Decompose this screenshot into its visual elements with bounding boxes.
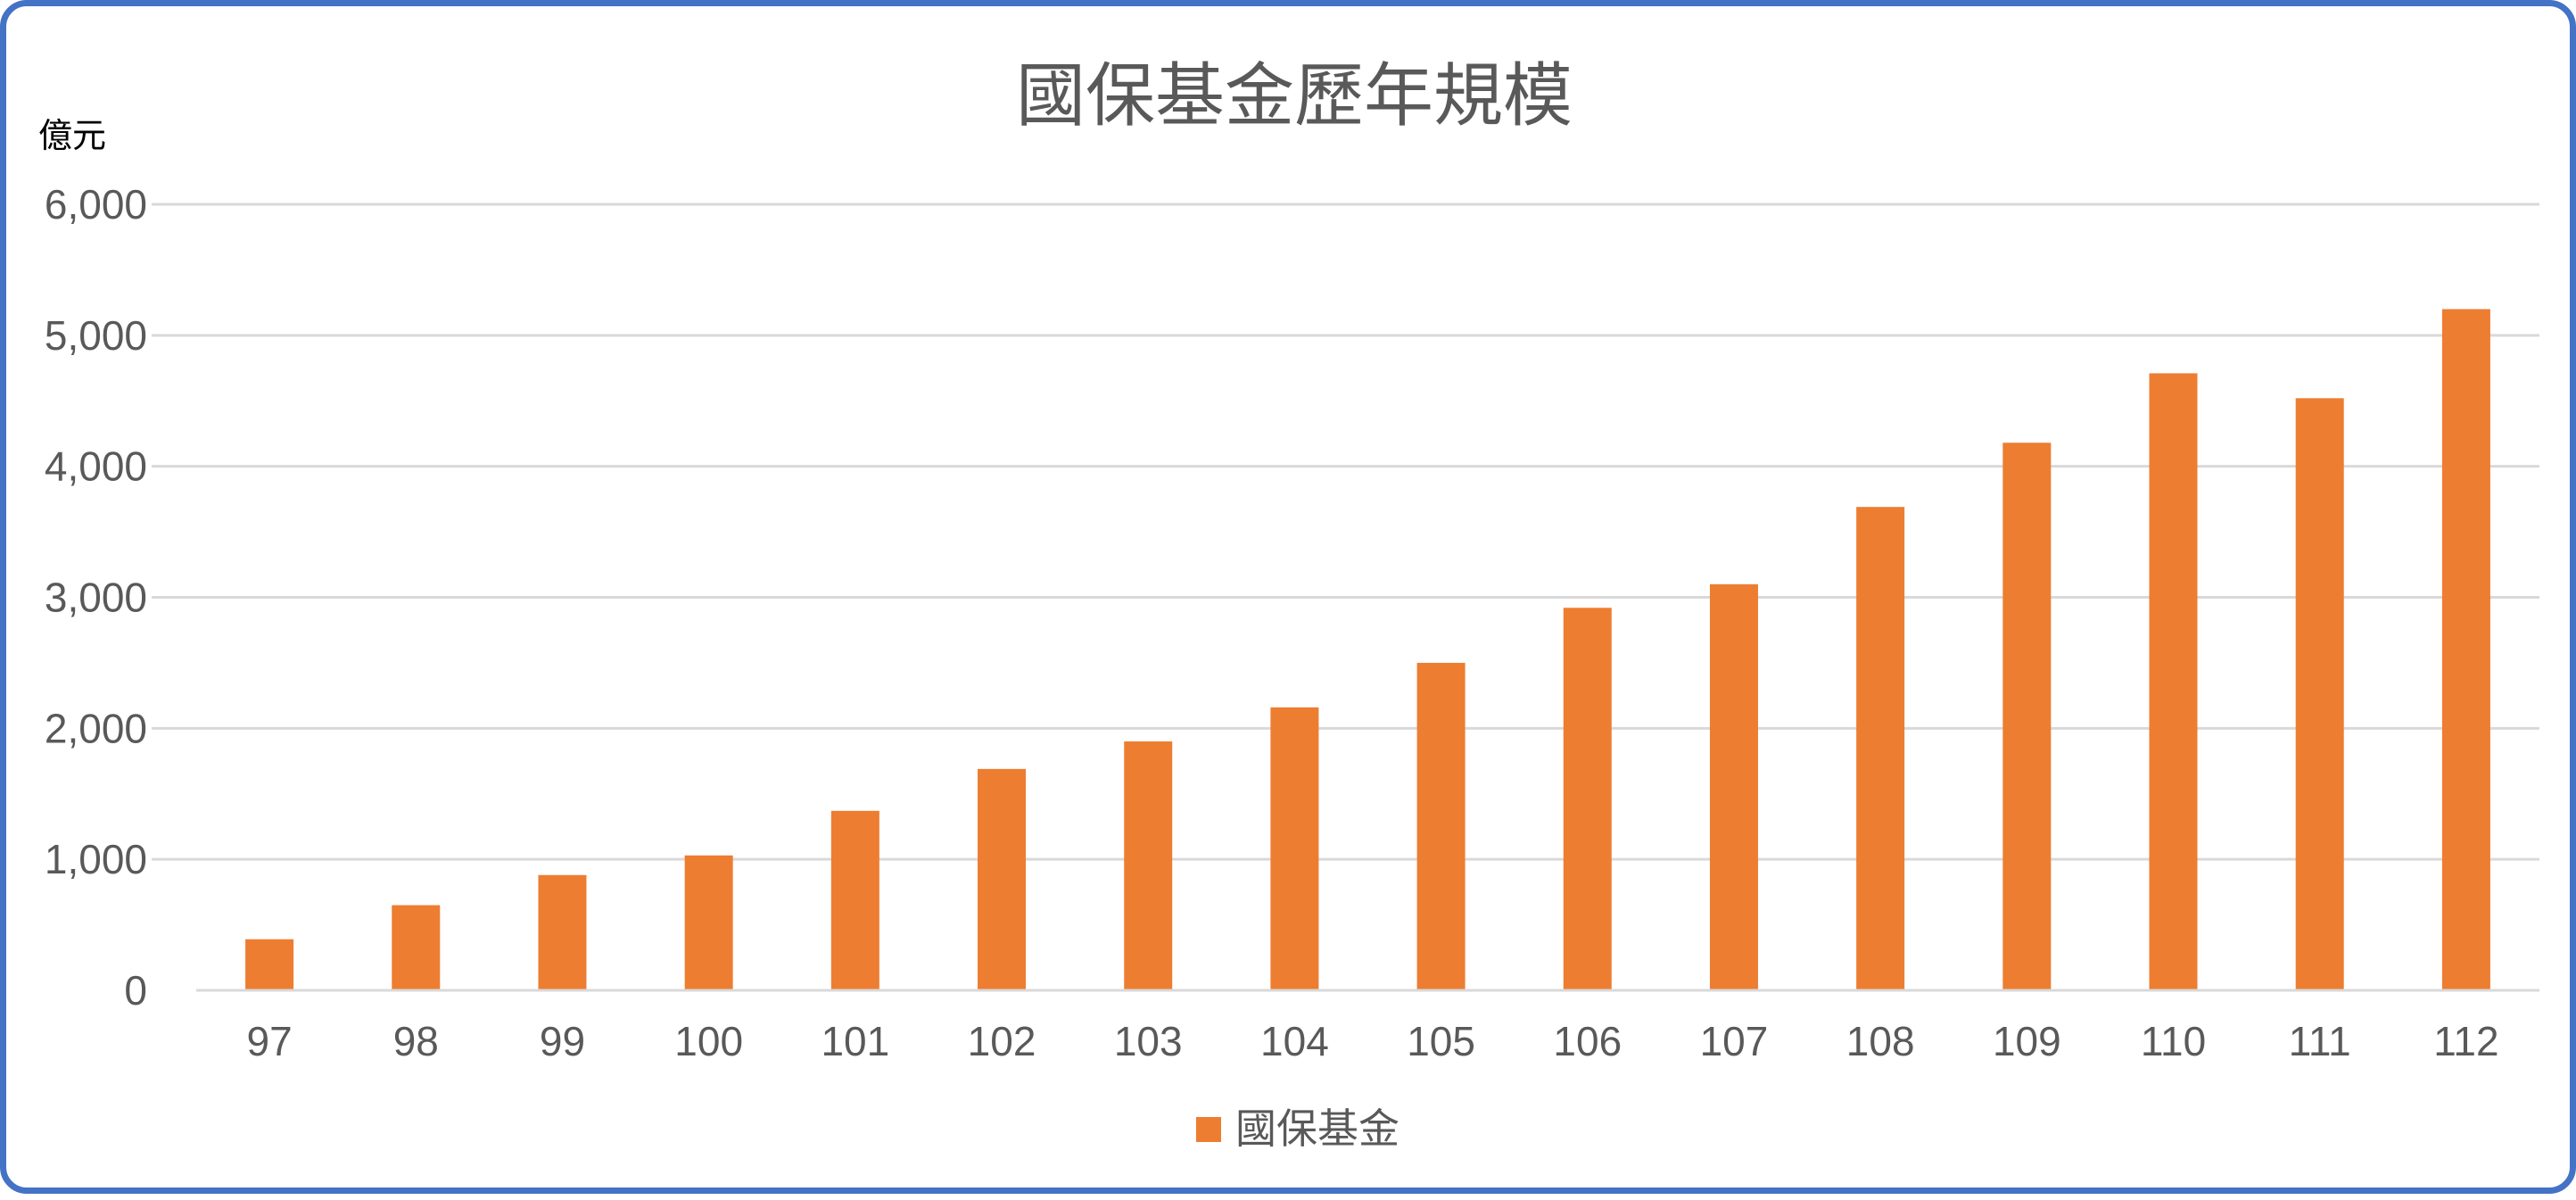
y-axis-ticks: 0 1,000 2,000 3,000 4,000 5,000 6,000 [45, 181, 147, 1014]
bar [2441, 309, 2490, 990]
gridlines [152, 203, 2539, 861]
y-tick-label: 6,000 [45, 181, 147, 228]
x-tick-label: 101 [821, 1018, 889, 1064]
bar [1124, 741, 1173, 990]
x-tick-label: 97 [247, 1018, 293, 1064]
x-tick-label: 109 [1993, 1018, 2061, 1064]
y-tick-label: 5,000 [45, 312, 147, 359]
x-tick-label: 102 [968, 1018, 1036, 1064]
x-tick-label: 99 [540, 1018, 585, 1064]
x-tick-label: 98 [393, 1018, 439, 1064]
y-tick-label: 1,000 [45, 836, 147, 882]
chart-title: 國保基金歷年規模 [1016, 56, 1573, 137]
x-tick-label: 112 [2433, 1018, 2498, 1064]
bar [538, 874, 587, 990]
bar [1856, 507, 1905, 990]
bar [1709, 583, 1758, 990]
x-tick-label: 100 [674, 1018, 743, 1064]
y-tick-label: 0 [124, 967, 147, 1014]
bar [684, 855, 733, 990]
x-tick-label: 105 [1407, 1018, 1475, 1064]
bar [830, 810, 879, 990]
y-tick-label: 4,000 [45, 443, 147, 490]
x-tick-label: 103 [1114, 1018, 1183, 1064]
bar [392, 905, 441, 990]
y-tick-label: 3,000 [45, 575, 147, 621]
x-tick-label: 104 [1260, 1018, 1329, 1064]
bar [1270, 707, 1319, 990]
x-tick-label: 108 [1846, 1018, 1915, 1064]
x-tick-label: 106 [1553, 1018, 1622, 1064]
bar [978, 768, 1027, 990]
bar [1416, 662, 1466, 990]
legend-label: 國保基金 [1235, 1105, 1399, 1153]
legend-swatch [1196, 1117, 1221, 1142]
x-tick-label: 107 [1700, 1018, 1769, 1064]
bar-chart: 國保基金歷年規模 億元 0 1,000 2,000 3,000 4,000 5,000 6,… [38, 56, 2539, 1153]
x-tick-label: 111 [2289, 1018, 2351, 1064]
y-tick-label: 2,000 [45, 705, 147, 751]
bars [245, 309, 2490, 990]
legend: 國保基金 [1196, 1105, 1399, 1153]
bar [2295, 398, 2344, 990]
x-axis-ticks: 97 98 99 100 101 102 103 104 105 106 107 108 109 110 1… [247, 1018, 2499, 1064]
bar [245, 939, 294, 990]
x-tick-label: 110 [2141, 1018, 2206, 1064]
bar [2149, 373, 2198, 990]
y-axis-unit-label: 億元 [38, 116, 106, 155]
bar [2002, 443, 2052, 990]
bar [1563, 608, 1612, 990]
